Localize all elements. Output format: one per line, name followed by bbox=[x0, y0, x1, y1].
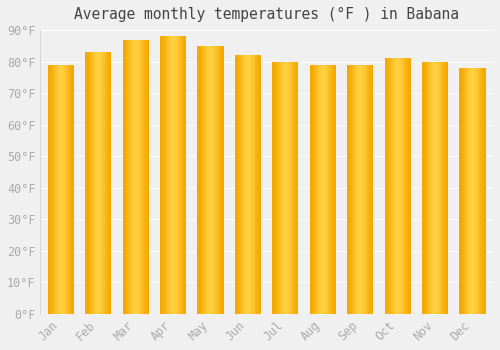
Title: Average monthly temperatures (°F ) in Babana: Average monthly temperatures (°F ) in Ba… bbox=[74, 7, 459, 22]
